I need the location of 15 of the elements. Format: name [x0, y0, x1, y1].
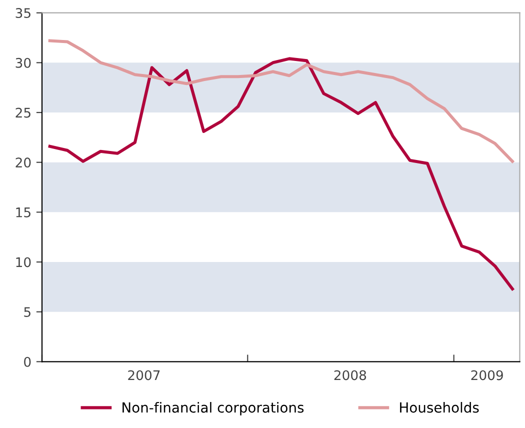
- x-tick-label: 2007: [128, 370, 160, 380]
- y-tick-label: 20: [16, 158, 31, 168]
- x-tick-label: 2009: [471, 370, 503, 380]
- y-tick-label: 10: [16, 257, 31, 268]
- x-tick-label: 2008: [334, 370, 366, 380]
- y-tick-label: 0: [24, 356, 31, 367]
- line-series: [48, 57, 514, 290]
- line-series: [48, 39, 514, 163]
- y-tick-label: 35: [16, 8, 30, 18]
- y-tick-label: 15: [16, 208, 30, 218]
- y-tick-label: 5: [24, 307, 30, 318]
- y-tick-label: 25: [16, 108, 30, 118]
- y-tick-label: 30: [16, 58, 31, 68]
- legend-label: Households: [400, 402, 479, 413]
- legend-label: Non-financial corporations: [122, 402, 304, 416]
